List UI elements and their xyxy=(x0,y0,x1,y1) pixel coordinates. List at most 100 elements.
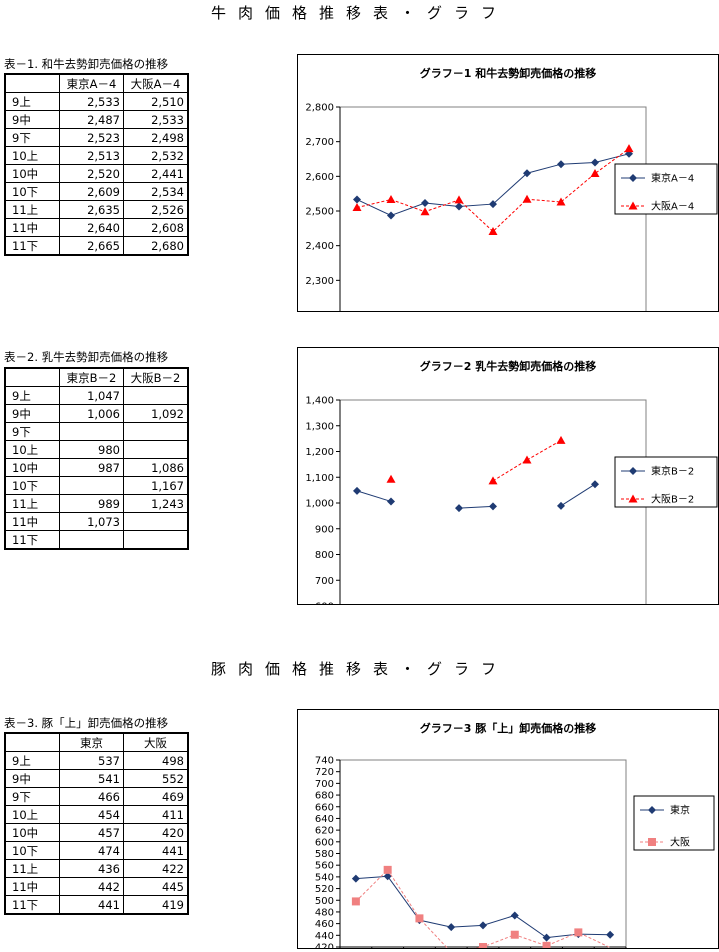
table-header-row: 東京A－4 大阪A－4 xyxy=(4,73,189,93)
data-point xyxy=(447,923,456,932)
price-cell: 2,608 xyxy=(123,218,189,237)
table-header-row: 東京 大阪 xyxy=(4,732,189,752)
price-cell: 2,665 xyxy=(59,236,124,256)
legend-label: 大阪B－2 xyxy=(651,493,694,506)
row-label: 9下 xyxy=(4,422,60,441)
y-tick-label: 800 xyxy=(315,550,334,561)
table-row: 10中 987 1,086 xyxy=(4,458,189,477)
row-label: 10下 xyxy=(4,841,60,860)
y-tick-label: 1,300 xyxy=(305,421,334,432)
price-cell: 457 xyxy=(59,823,124,842)
plot-area xyxy=(339,399,647,604)
price-cell: 552 xyxy=(123,769,189,788)
price-cell: 537 xyxy=(59,751,124,770)
price-cell: 441 xyxy=(123,841,189,860)
price-cell: 2,520 xyxy=(59,164,124,183)
data-point xyxy=(556,197,566,206)
chart3-svg: グラフ－3 豚「上」卸売価格の推移 42044046048050052054056… xyxy=(315,721,715,948)
row-label: 11上 xyxy=(4,859,60,878)
chart-title: グラフ－3 豚「上」卸売価格の推移 xyxy=(420,721,596,735)
chart2-dairy: グラフ－2 乳牛去勢卸売価格の推移 600 700 800 900 1,000 1,100 1… xyxy=(297,347,719,605)
data-point xyxy=(383,872,392,881)
price-cell: 2,510 xyxy=(123,92,189,111)
series-2 xyxy=(386,435,566,485)
data-point xyxy=(454,195,464,204)
price-cell: 498 xyxy=(123,751,189,770)
series-2 xyxy=(351,865,611,948)
data-point xyxy=(590,169,600,178)
y-tick-label: 1,200 xyxy=(305,447,334,458)
y-tick-label: 2,400 xyxy=(305,241,334,252)
row-label: 11中 xyxy=(4,218,60,237)
price-cell: 422 xyxy=(123,859,189,878)
price-cell: 1,006 xyxy=(59,404,124,423)
table2-caption: 表－2. 乳牛去勢卸売価格の推移 xyxy=(4,350,169,364)
chart-legend: 東京A－4 大阪A－4 xyxy=(614,163,718,215)
table-row: 11下 441 419 xyxy=(4,895,189,915)
legend-marker xyxy=(648,838,656,846)
y-tick-label: 600 xyxy=(315,837,334,848)
price-cell: 989 xyxy=(59,494,124,513)
table-row: 11中 1,073 xyxy=(4,512,189,531)
y-tick-label: 1,100 xyxy=(305,473,334,484)
y-tick-label: 2,700 xyxy=(305,137,334,148)
data-point xyxy=(351,897,360,906)
series-1 xyxy=(353,149,633,220)
y-tick-label: 2,200 xyxy=(305,311,334,312)
row-label: 11上 xyxy=(4,200,60,219)
price-cell: 2,533 xyxy=(123,110,189,129)
y-tick-label: 620 xyxy=(315,826,334,837)
price-cell: 466 xyxy=(59,787,124,806)
table-row: 10上 2,513 2,532 xyxy=(4,146,189,165)
y-tick-label: 460 xyxy=(315,919,334,930)
column-header: 東京B－2 xyxy=(59,367,124,387)
table-row: 10上 980 xyxy=(4,440,189,459)
data-point xyxy=(606,930,615,939)
y-tick-label: 580 xyxy=(315,849,334,860)
legend-marker xyxy=(628,494,638,503)
y-tick-label: 2,800 xyxy=(305,103,334,114)
y-tick-label: 740 xyxy=(315,756,334,767)
series-line xyxy=(560,483,596,507)
table-row: 11上 2,635 2,526 xyxy=(4,200,189,219)
price-cell: 411 xyxy=(123,805,189,824)
price-cell xyxy=(123,440,189,459)
data-point xyxy=(386,474,396,483)
y-tick-label: 2,300 xyxy=(305,276,334,287)
series-2 xyxy=(352,144,634,235)
data-point xyxy=(624,144,634,153)
data-point xyxy=(510,911,519,920)
y-tick-label: 2,500 xyxy=(305,207,334,218)
data-point xyxy=(455,202,463,211)
y-tick-label: 680 xyxy=(315,791,334,802)
table-header-row: 東京B－2 大阪B－2 xyxy=(4,367,189,387)
table-row: 9中 2,487 2,533 xyxy=(4,110,189,129)
table-row: 11中 442 445 xyxy=(4,877,189,896)
price-cell: 2,640 xyxy=(59,218,124,237)
pork-section-title: 豚肉価格推移表・グラフ xyxy=(210,660,508,678)
price-cell: 541 xyxy=(59,769,124,788)
header-blank-cell xyxy=(4,73,60,93)
price-cell: 2,513 xyxy=(59,146,124,165)
column-header: 大阪B－2 xyxy=(123,367,189,387)
table-row: 11上 989 1,243 xyxy=(4,494,189,513)
row-label: 10上 xyxy=(4,146,60,165)
row-label: 9上 xyxy=(4,386,60,405)
row-label: 9上 xyxy=(4,92,60,111)
data-point xyxy=(386,195,396,204)
data-point xyxy=(489,502,497,511)
price-cell: 2,635 xyxy=(59,200,124,219)
y-tick-label: 2,600 xyxy=(305,172,334,183)
price-cell: 2,523 xyxy=(59,128,124,147)
y-tick-label: 660 xyxy=(315,802,334,813)
chart1-wagyu: グラフ－1 和牛去勢卸売価格の推移 2,200 2,300 2,400 2,500 2,6… xyxy=(297,54,719,312)
data-point xyxy=(488,476,498,485)
table-row: 10上 454 411 xyxy=(4,805,189,824)
y-tick-label: 700 xyxy=(315,779,334,790)
data-point xyxy=(488,226,498,235)
table-row: 11下 2,665 2,680 xyxy=(4,236,189,256)
table-row: 9下 2,523 2,498 xyxy=(4,128,189,147)
y-tick-label: 600 xyxy=(315,602,334,605)
data-point xyxy=(351,874,360,883)
series-line xyxy=(356,148,630,233)
